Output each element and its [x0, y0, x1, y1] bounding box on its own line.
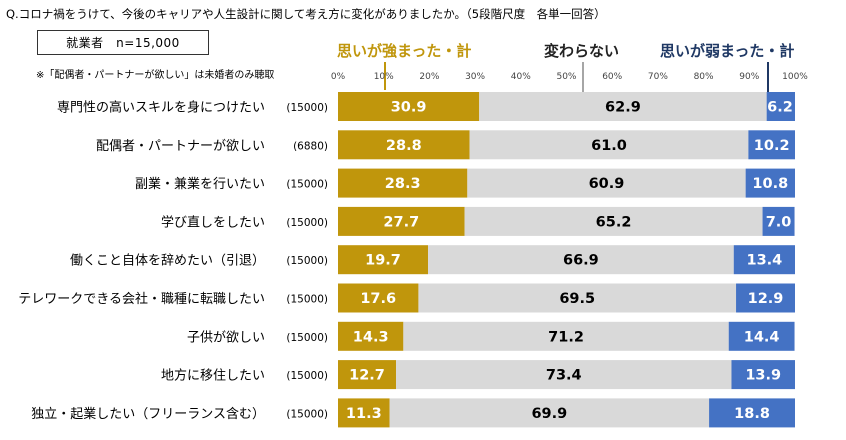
data-label: 65.2	[596, 214, 632, 230]
bar-segment	[464, 206, 763, 236]
bar-segment	[748, 130, 795, 160]
data-label: 6.2	[767, 100, 793, 116]
category-label: 子供が欲しい	[187, 329, 265, 345]
legend-weak-pointer	[767, 62, 769, 94]
footnote: ※「配偶者・パートナーが欲しい」は未婚者のみ聴取	[36, 70, 275, 81]
sample-count-label: (15000)	[286, 102, 328, 114]
bar-segment	[418, 283, 737, 313]
bar-segment	[403, 321, 729, 351]
data-label: 18.8	[734, 406, 770, 422]
bar-segment	[338, 206, 465, 236]
bar-segment	[338, 130, 470, 160]
x-tick-label: 50%	[556, 72, 576, 82]
data-label: 10.8	[752, 176, 788, 192]
data-label: 62.9	[605, 100, 641, 116]
data-label: 7.0	[766, 214, 792, 230]
bar-segment	[338, 245, 429, 275]
x-tick-label: 40%	[511, 72, 531, 82]
bar-segment	[469, 130, 749, 160]
x-tick-label: 30%	[465, 72, 485, 82]
bar-segment	[338, 398, 390, 428]
x-tick-label: 80%	[694, 72, 714, 82]
bar-segment	[338, 168, 468, 198]
data-label: 60.9	[589, 176, 625, 192]
question-text: Q.コロナ禍をうけて、今後のキャリアや人生設計に関して考え方に変化がありましたか…	[6, 7, 606, 21]
data-label: 12.7	[349, 368, 385, 384]
data-label: 11.3	[346, 406, 382, 422]
data-label: 61.0	[591, 138, 627, 154]
x-tick-label: 0%	[331, 72, 346, 82]
sample-count-label: (15000)	[286, 332, 328, 344]
category-label: テレワークできる会社・職種に転職したい	[18, 291, 265, 307]
bar-segment	[709, 398, 795, 428]
legend-strong-pointer	[384, 62, 386, 90]
category-label: 学び直しをしたい	[161, 214, 265, 230]
sample-count-label: (15000)	[286, 294, 328, 306]
bar-segment	[389, 398, 710, 428]
legend-strong: 思いが強まった・計	[337, 42, 472, 60]
x-tick-label: 100%	[782, 72, 808, 82]
data-label: 69.9	[531, 406, 567, 422]
bar-segment	[736, 283, 795, 313]
bar-segment	[733, 245, 795, 275]
sample-count-label: (15000)	[286, 408, 328, 420]
data-label: 10.2	[754, 138, 790, 154]
data-label: 27.7	[383, 214, 419, 230]
x-tick-label: 70%	[648, 72, 668, 82]
category-label: 副業・兼業を行いたい	[135, 176, 265, 192]
bar-segment	[479, 92, 767, 121]
bar-segment	[338, 360, 397, 390]
sample-count-label: (15000)	[286, 370, 328, 382]
data-label: 28.3	[385, 176, 421, 192]
x-tick-label: 60%	[602, 72, 622, 82]
x-tick-label: 90%	[739, 72, 759, 82]
data-label: 19.7	[365, 253, 401, 269]
bar-segment	[467, 168, 746, 198]
bar-segment	[745, 168, 795, 198]
data-label: 13.4	[746, 253, 782, 269]
x-tick-label: 20%	[419, 72, 439, 82]
bar-segment	[766, 92, 795, 121]
legend-weak: 思いが弱まった・計	[660, 42, 795, 60]
data-label: 13.9	[745, 368, 781, 384]
category-label: 配偶者・パートナーが欲しい	[96, 138, 265, 154]
data-label: 14.3	[353, 329, 389, 345]
bar-segment	[338, 321, 404, 351]
data-label: 12.9	[748, 291, 784, 307]
data-label: 14.4	[744, 329, 780, 345]
bar-segment	[338, 283, 419, 313]
category-label: 独立・起業したい（フリーランス含む）	[31, 406, 265, 422]
data-label: 28.8	[386, 138, 422, 154]
data-label: 71.2	[548, 329, 584, 345]
bar-segment	[396, 360, 732, 390]
category-label: 専門性の高いスキルを身につけたい	[57, 100, 265, 116]
bar-segment	[428, 245, 734, 275]
bar-segment	[728, 321, 795, 351]
data-label: 69.5	[559, 291, 595, 307]
sample-count-label: (15000)	[286, 179, 328, 191]
bar-segment	[338, 92, 480, 121]
sample-size-box: 就業者 n=15,000	[37, 30, 209, 55]
bar-segment	[731, 360, 795, 390]
sample-count-label: (15000)	[286, 255, 328, 267]
legend-nochange: 変わらない	[544, 42, 620, 60]
bar-segment	[762, 206, 795, 236]
legend-nochange-pointer	[582, 62, 584, 98]
sample-count-label: (6880)	[293, 140, 328, 152]
category-label: 地方に移住したい	[161, 368, 265, 384]
data-label: 30.9	[391, 100, 427, 116]
sample-count-label: (15000)	[286, 217, 328, 229]
data-label: 66.9	[563, 253, 599, 269]
category-label: 働くこと自体を辞めたい（引退）	[70, 254, 265, 269]
x-tick-label: 10%	[374, 72, 394, 82]
data-label: 73.4	[546, 368, 582, 384]
data-label: 17.6	[360, 291, 396, 307]
